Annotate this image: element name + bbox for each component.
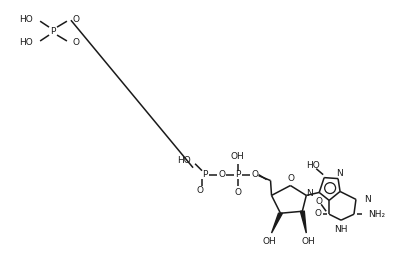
Text: P: P [202, 170, 208, 179]
Polygon shape [271, 213, 282, 233]
Text: O: O [316, 197, 323, 206]
Text: OH: OH [231, 152, 245, 161]
Text: OH: OH [302, 237, 315, 247]
Text: HO: HO [177, 156, 191, 165]
Text: HO: HO [20, 15, 33, 24]
Text: HO: HO [20, 39, 33, 47]
Text: O: O [251, 170, 258, 179]
Polygon shape [300, 211, 306, 233]
Text: P: P [235, 170, 241, 179]
Text: NH₂: NH₂ [368, 210, 385, 219]
Text: N: N [306, 189, 313, 198]
Text: O: O [219, 170, 225, 179]
Text: O: O [314, 209, 321, 218]
Text: O: O [73, 15, 80, 24]
Text: OH: OH [263, 237, 276, 247]
Text: P: P [50, 27, 56, 35]
Text: N: N [336, 169, 342, 178]
Text: HO: HO [306, 161, 320, 170]
Text: N: N [364, 195, 371, 204]
Text: O: O [73, 39, 80, 47]
Text: O: O [197, 186, 204, 195]
Text: O: O [234, 188, 241, 197]
Text: O: O [288, 174, 295, 183]
Text: NH: NH [334, 225, 348, 234]
